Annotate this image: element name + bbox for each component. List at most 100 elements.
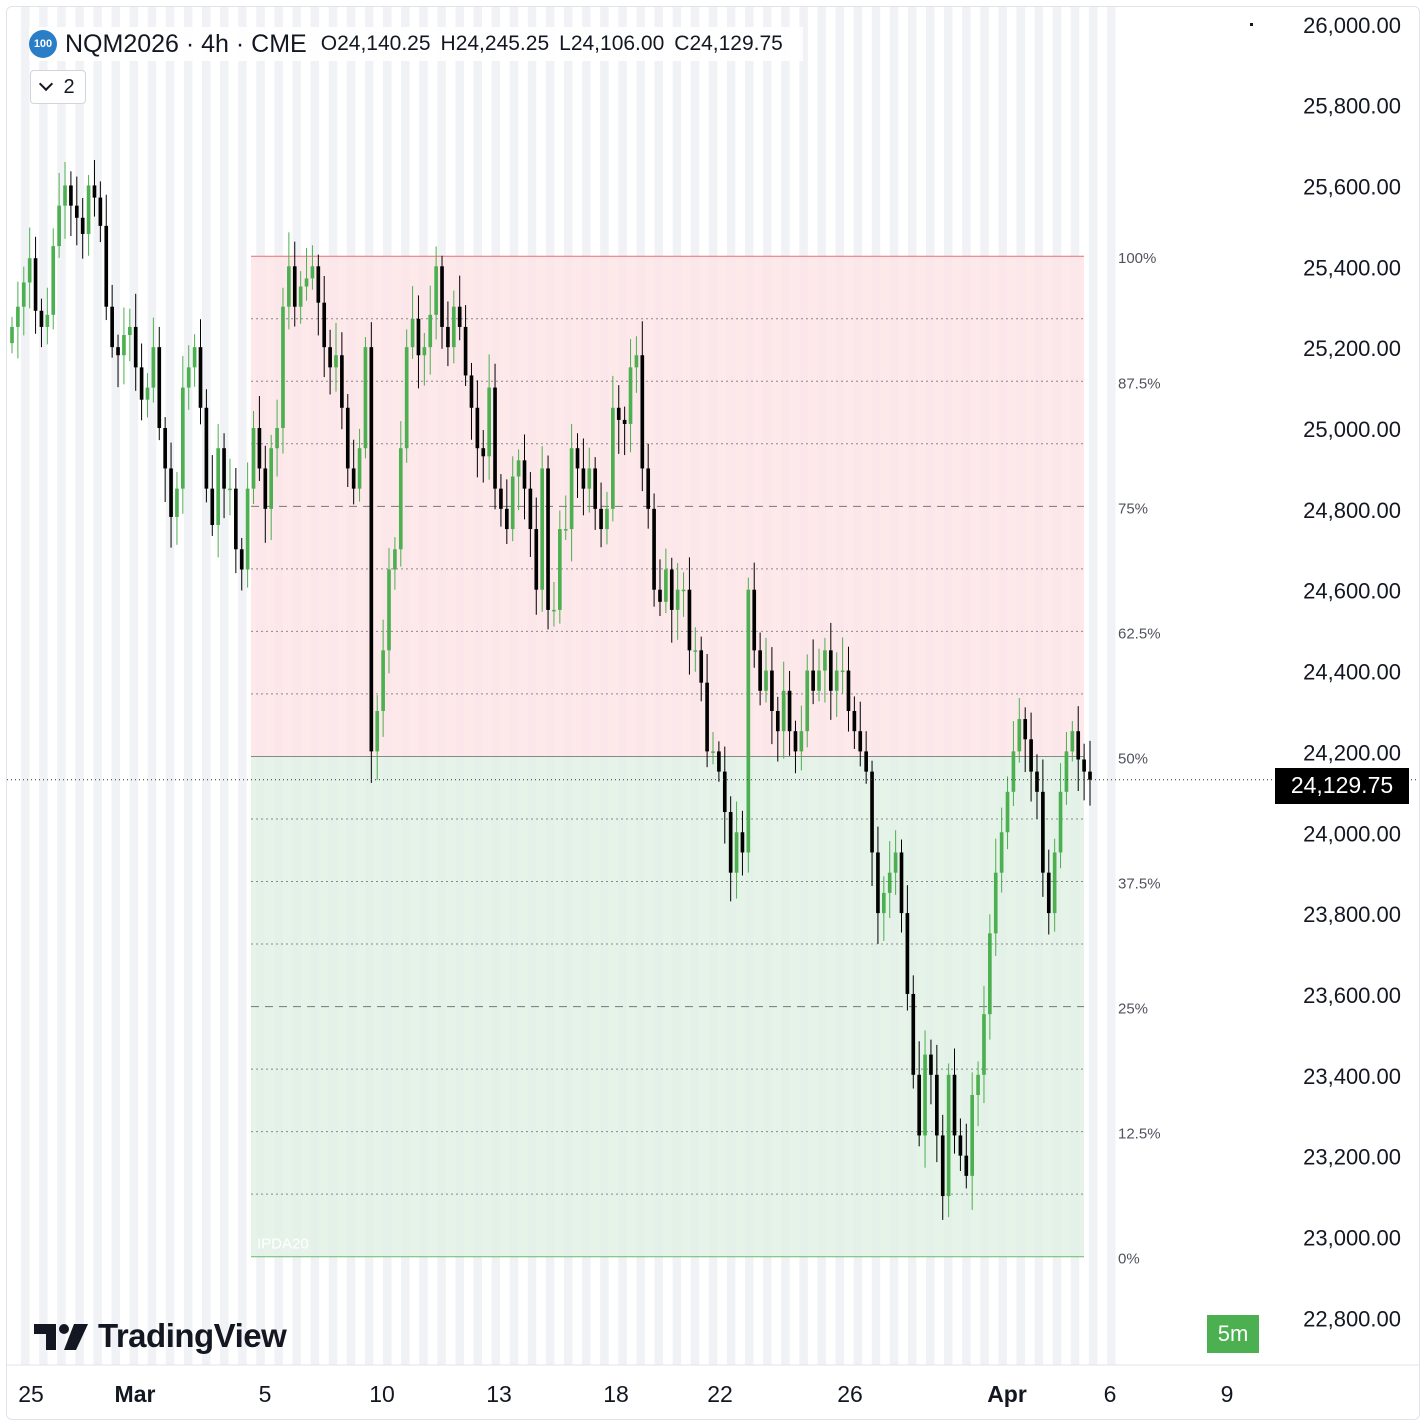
ohlc-close: C24,129.75: [674, 32, 783, 55]
candle: [1082, 743, 1086, 801]
session-stripe: [93, 7, 102, 1365]
candle: [340, 332, 344, 430]
session-stripe: [183, 7, 193, 1365]
candle: [186, 345, 191, 410]
candle: [269, 434, 274, 540]
candle: [257, 396, 262, 481]
candle: [1011, 721, 1016, 806]
candle: [263, 445, 268, 543]
candle: [357, 428, 362, 502]
symbol-title[interactable]: NQM2026 · 4h · CME: [65, 29, 307, 58]
candle: [687, 557, 692, 675]
candle: [770, 647, 774, 745]
price-tick-label: 24,200.00: [1303, 740, 1401, 765]
price-tick-label: 24,600.00: [1303, 579, 1401, 604]
candle: [699, 636, 704, 702]
candle: [988, 914, 992, 1040]
last-price-label: 24,129.75: [1275, 767, 1409, 804]
candle: [828, 622, 833, 720]
price-tick-label: 22,800.00: [1303, 1306, 1401, 1331]
candle: [817, 648, 821, 702]
candle: [139, 343, 144, 421]
candle: [940, 1114, 945, 1220]
candle: [522, 434, 527, 520]
tradingview-logo[interactable]: TradingView: [34, 1317, 287, 1355]
candle: [823, 637, 827, 703]
candle: [982, 985, 986, 1104]
candle: [563, 495, 568, 540]
candle: [1058, 763, 1063, 869]
chart-frame: 100% 87.5% 75% 62.5% 50% 37.5% 25% 12.5% 0% IPDA2…: [6, 6, 1420, 1420]
candle: [935, 1044, 939, 1163]
session-stripe: [57, 7, 66, 1365]
candle: [334, 322, 338, 392]
candle: [21, 266, 26, 336]
candle: [1064, 731, 1069, 805]
candle: [457, 275, 462, 341]
time-tick-label: Mar: [115, 1381, 156, 1407]
candle: [705, 653, 709, 768]
time-tick-label: 6: [1104, 1381, 1117, 1407]
candle: [616, 385, 621, 454]
candle: [80, 197, 85, 259]
candle: [228, 458, 232, 516]
indicators-toggle-button[interactable]: 2: [30, 70, 86, 104]
candle: [646, 443, 651, 529]
session-stripe: [220, 7, 229, 1365]
session-stripe: [1088, 7, 1098, 1365]
price-tick-label: 24,400.00: [1303, 660, 1401, 685]
candle: [558, 510, 562, 624]
candle: [905, 885, 910, 1011]
candle: [239, 537, 244, 591]
candle: [469, 362, 474, 440]
candle: [74, 176, 79, 246]
candle: [487, 354, 491, 480]
candle: [122, 307, 126, 385]
price-chart[interactable]: 100% 87.5% 75% 62.5% 50% 37.5% 25% 12.5% 0% IPDA2…: [7, 7, 1420, 1420]
candle: [599, 482, 603, 548]
candle: [634, 336, 639, 393]
candle: [451, 290, 456, 364]
price-tick-label: 23,400.00: [1303, 1064, 1401, 1089]
candle: [1088, 740, 1092, 806]
symbol-legend[interactable]: 100 NQM2026 · 4h · CME O24,140.25 H24,24…: [29, 27, 803, 61]
candle: [793, 720, 798, 774]
candle: [98, 181, 103, 243]
candle: [446, 301, 450, 367]
candle: [463, 305, 468, 386]
candle: [669, 557, 674, 643]
session-stripe: [75, 7, 84, 1365]
candle: [840, 637, 845, 694]
candle: [145, 373, 150, 418]
candle: [181, 356, 185, 514]
candle: [110, 284, 114, 358]
candle: [775, 696, 780, 762]
session-stripe: [1107, 7, 1116, 1365]
candle: [640, 321, 645, 492]
session-stripe: [202, 7, 211, 1365]
candle: [198, 319, 203, 425]
candle: [404, 329, 409, 463]
candle: [811, 639, 815, 705]
candle: [298, 271, 303, 324]
time-tick-label: 18: [603, 1381, 629, 1407]
candle: [958, 1118, 963, 1172]
price-tick-label: 23,200.00: [1303, 1145, 1401, 1170]
candle: [870, 760, 874, 887]
candle: [1070, 721, 1075, 762]
candle: [204, 389, 209, 503]
candle: [398, 421, 403, 567]
candles: [10, 159, 1092, 1220]
candle: [976, 1061, 980, 1127]
candle: [381, 619, 385, 737]
candle: [717, 741, 721, 782]
candle: [316, 254, 321, 336]
candle: [281, 287, 285, 454]
time-tick-label: 5: [259, 1381, 272, 1407]
candle: [881, 876, 886, 941]
candle: [387, 548, 391, 674]
interval-badge[interactable]: 5m: [1207, 1315, 1259, 1353]
candle: [787, 670, 792, 756]
candle: [681, 572, 686, 617]
candle: [351, 439, 356, 505]
